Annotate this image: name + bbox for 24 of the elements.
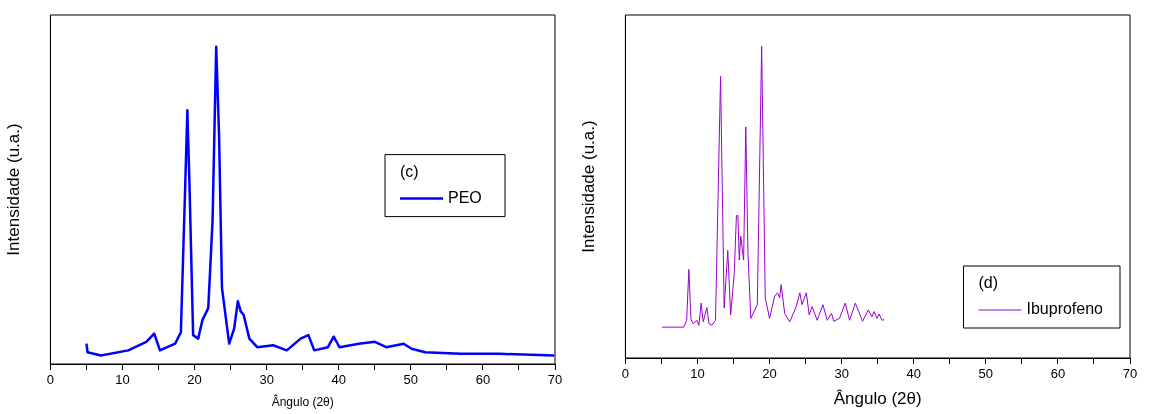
- y-axis-title: Intensidade (u.a.): [3, 123, 23, 256]
- legend-label: PEO: [448, 189, 482, 207]
- y-axis-title: Intensidade (u.a.): [578, 120, 598, 253]
- x-tick-label: 50: [403, 372, 419, 388]
- x-tick-label: 70: [547, 372, 563, 388]
- legend-title: (d): [978, 274, 999, 292]
- x-axis-title: Ângulo (2θ): [271, 394, 334, 410]
- x-tick-label: 30: [259, 372, 274, 388]
- x-tick-label: 20: [187, 372, 202, 388]
- x-tick-label: 50: [978, 366, 994, 382]
- x-tick-label: 0: [46, 372, 55, 388]
- x-tick-label: 0: [621, 366, 630, 382]
- x-tick-label: 10: [115, 372, 130, 388]
- x-tick-label: 30: [834, 366, 849, 382]
- x-tick-label: 40: [331, 372, 346, 388]
- x-axis-title: Ângulo (2θ): [833, 389, 922, 409]
- x-tick-label: 60: [1050, 366, 1066, 382]
- legend-label: Ibuprofeno: [1026, 300, 1104, 318]
- x-tick-label: 60: [475, 372, 491, 388]
- x-tick-label: 20: [762, 366, 777, 382]
- x-tick-label: 70: [1122, 366, 1138, 382]
- legend-title: (c): [400, 163, 419, 181]
- x-tick-label: 10: [690, 366, 705, 382]
- x-tick-label: 40: [906, 366, 921, 382]
